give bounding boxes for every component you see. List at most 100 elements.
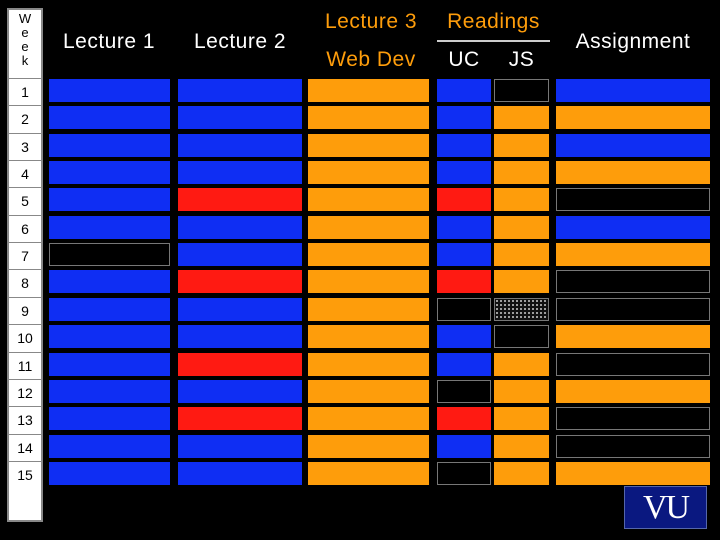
lecture3-cell	[308, 270, 429, 293]
vu-logo: VU	[624, 486, 707, 529]
assignment-header: Assignment	[575, 30, 691, 53]
lecture3-cell	[308, 407, 429, 430]
uc-cell	[437, 407, 491, 430]
assignment-cell	[556, 407, 710, 430]
assignment-cell	[556, 134, 710, 157]
lecture2-cell	[178, 188, 302, 211]
week-number: 10	[9, 324, 41, 350]
lecture3-cell	[308, 353, 429, 376]
week-header: W e e k	[9, 12, 41, 68]
assignment-cell	[556, 270, 710, 293]
js-cell	[494, 188, 549, 211]
lecture3-cell	[308, 298, 429, 321]
week-number: 4	[9, 160, 41, 186]
lecture2-cell	[178, 325, 302, 348]
lecture2-cell	[178, 462, 302, 485]
assignment-cell	[556, 325, 710, 348]
lecture2-cell	[178, 134, 302, 157]
js-cell	[494, 106, 549, 129]
lecture2-cell	[178, 106, 302, 129]
js-cell	[494, 407, 549, 430]
assignment-cell	[556, 216, 710, 239]
lecture2-cell	[178, 270, 302, 293]
lecture2-cell	[178, 298, 302, 321]
week-number: 8	[9, 269, 41, 295]
uc-cell	[437, 161, 491, 184]
js-header: JS	[508, 48, 535, 71]
js-cell	[494, 298, 549, 321]
lecture3-header: Lecture 3	[324, 10, 418, 33]
assignment-cell	[556, 188, 710, 211]
js-cell	[494, 161, 549, 184]
uc-cell	[437, 188, 491, 211]
js-cell	[494, 79, 549, 102]
lecture2-cell	[178, 353, 302, 376]
uc-cell	[437, 325, 491, 348]
week-number: 15	[9, 461, 41, 487]
lecture2-cell	[178, 435, 302, 458]
uc-cell	[437, 462, 491, 485]
week-header-letter: k	[21, 53, 29, 68]
lecture1-header: Lecture 1	[62, 30, 156, 53]
week-header-letter: W	[18, 11, 32, 26]
lecture1-cell	[49, 407, 170, 430]
week-number: 11	[9, 352, 41, 378]
lecture3-cell	[308, 243, 429, 266]
uc-header: UC	[448, 48, 480, 71]
js-cell	[494, 270, 549, 293]
week-number: 6	[9, 215, 41, 241]
js-cell	[494, 325, 549, 348]
week-number: 1	[9, 78, 41, 104]
uc-cell	[437, 243, 491, 266]
assignment-cell	[556, 161, 710, 184]
lecture1-cell	[49, 298, 170, 321]
lecture3-cell	[308, 134, 429, 157]
uc-cell	[437, 134, 491, 157]
week-number: 3	[9, 133, 41, 159]
lecture3-cell	[308, 462, 429, 485]
uc-cell	[437, 216, 491, 239]
week-number: 13	[9, 406, 41, 432]
week-column	[7, 8, 43, 522]
uc-cell	[437, 79, 491, 102]
week-number: 14	[9, 434, 41, 460]
lecture3-cell	[308, 435, 429, 458]
lecture1-cell	[49, 380, 170, 403]
js-cell	[494, 243, 549, 266]
lecture1-cell	[49, 243, 170, 266]
uc-cell	[437, 298, 491, 321]
lecture1-cell	[49, 79, 170, 102]
week-header-letter: e	[21, 25, 29, 40]
lecture2-cell	[178, 243, 302, 266]
week-header-letter: e	[21, 39, 29, 54]
assignment-cell	[556, 79, 710, 102]
uc-cell	[437, 270, 491, 293]
lecture2-cell	[178, 79, 302, 102]
readings-header: Readings	[447, 10, 540, 33]
js-cell	[494, 462, 549, 485]
lecture3-cell	[308, 106, 429, 129]
uc-cell	[437, 380, 491, 403]
uc-cell	[437, 106, 491, 129]
uc-cell	[437, 353, 491, 376]
vu-logo-text: VU	[642, 488, 690, 526]
lecture1-cell	[49, 435, 170, 458]
assignment-cell	[556, 353, 710, 376]
lecture1-cell	[49, 325, 170, 348]
lecture2-cell	[178, 380, 302, 403]
js-cell	[494, 380, 549, 403]
js-cell	[494, 353, 549, 376]
lecture3-cell	[308, 325, 429, 348]
assignment-cell	[556, 243, 710, 266]
lecture1-cell	[49, 216, 170, 239]
lecture2-cell	[178, 216, 302, 239]
lecture3-cell	[308, 380, 429, 403]
assignment-cell	[556, 298, 710, 321]
lecture2-cell	[178, 161, 302, 184]
lecture1-cell	[49, 188, 170, 211]
lecture3-cell	[308, 216, 429, 239]
week-number: 5	[9, 187, 41, 213]
week-number: 7	[9, 242, 41, 268]
lecture2-header: Lecture 2	[193, 30, 287, 53]
lecture1-cell	[49, 161, 170, 184]
